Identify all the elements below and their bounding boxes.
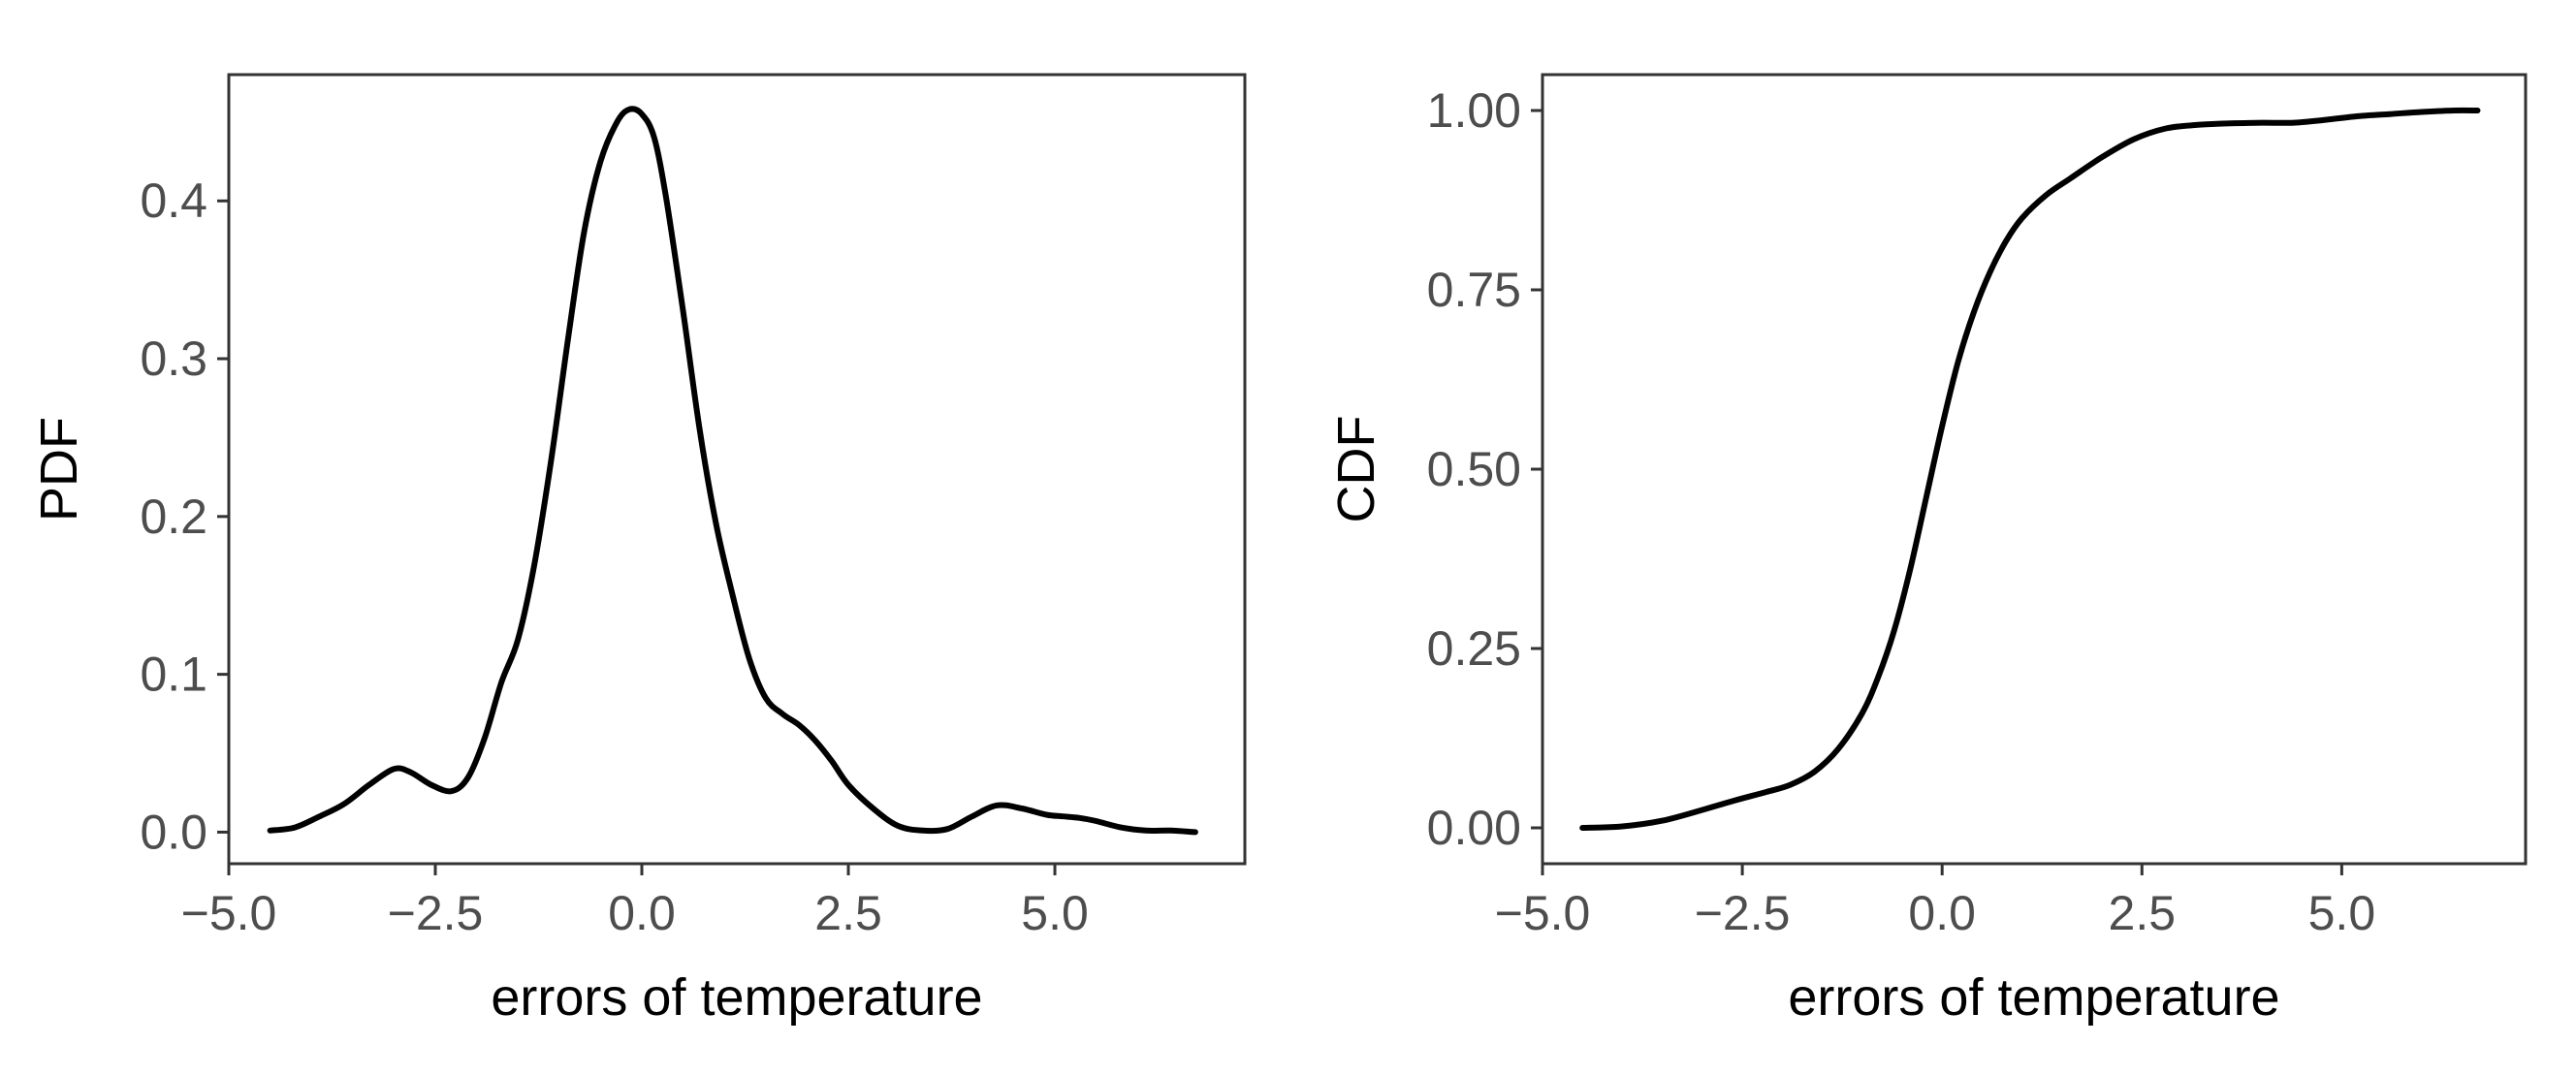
cdf-y-tick-label: 1.00 (1427, 83, 1521, 138)
pdf-x-axis-title: errors of temperature (491, 968, 982, 1027)
pdf-y-axis-title: PDF (30, 417, 88, 522)
pdf-y-tick-label: 0.0 (140, 805, 207, 859)
pdf-x-tick-label: 2.5 (814, 886, 882, 940)
pdf-x-tick-label: −2.5 (388, 886, 484, 940)
cdf-y-tick-label: 0.75 (1427, 263, 1521, 317)
pdf-y-ticks: 0.0 0.1 0.2 0.3 0.4 (140, 174, 229, 859)
pdf-y-tick-label: 0.3 (140, 332, 207, 386)
pdf-y-tick-label: 0.2 (140, 490, 207, 544)
cdf-x-tick-label: 2.5 (2109, 886, 2177, 940)
cdf-y-tick-label: 0.25 (1427, 621, 1521, 676)
cdf-y-tick-label: 0.50 (1427, 442, 1521, 496)
pdf-x-tick-label: 0.0 (608, 886, 676, 940)
cdf-series (1579, 107, 2481, 831)
cdf-x-tick-label: −2.5 (1695, 886, 1791, 940)
pdf-x-tick-label: −5.0 (181, 886, 277, 940)
cdf-x-tick-label: −5.0 (1495, 886, 1591, 940)
pdf-series (267, 106, 1198, 836)
cdf-x-tick-label: 0.0 (1908, 886, 1976, 940)
cdf-y-axis-title: CDF (1327, 416, 1385, 523)
pdf-curve-line (267, 106, 1198, 836)
cdf-x-axis-title: errors of temperature (1788, 968, 2279, 1027)
cdf-x-tick-label: 5.0 (2308, 886, 2376, 940)
pdf-x-ticks: −5.0 −2.5 0.0 2.5 5.0 (181, 864, 1089, 940)
pdf-plot-frame (227, 73, 1247, 866)
cdf-y-tick-label: 0.00 (1427, 801, 1521, 855)
pdf-y-tick-label: 0.4 (140, 174, 207, 228)
cdf-x-ticks: −5.0 −2.5 0.0 2.5 5.0 (1495, 864, 2376, 940)
cdf-chart: −5.0 −2.5 0.0 2.5 5.0 0.00 0.25 0.50 0.75 1.00 e… (1327, 73, 2528, 1027)
cdf-curve-line (1579, 107, 2481, 831)
cdf-y-ticks: 0.00 0.25 0.50 0.75 1.00 (1427, 83, 1542, 855)
cdf-plot-frame (1541, 73, 2528, 866)
pdf-x-tick-label: 5.0 (1021, 886, 1089, 940)
pdf-y-tick-label: 0.1 (140, 648, 207, 702)
pdf-chart: −5.0 −2.5 0.0 2.5 5.0 0.0 0.1 0.2 0.3 0.4 errors… (30, 73, 1247, 1027)
